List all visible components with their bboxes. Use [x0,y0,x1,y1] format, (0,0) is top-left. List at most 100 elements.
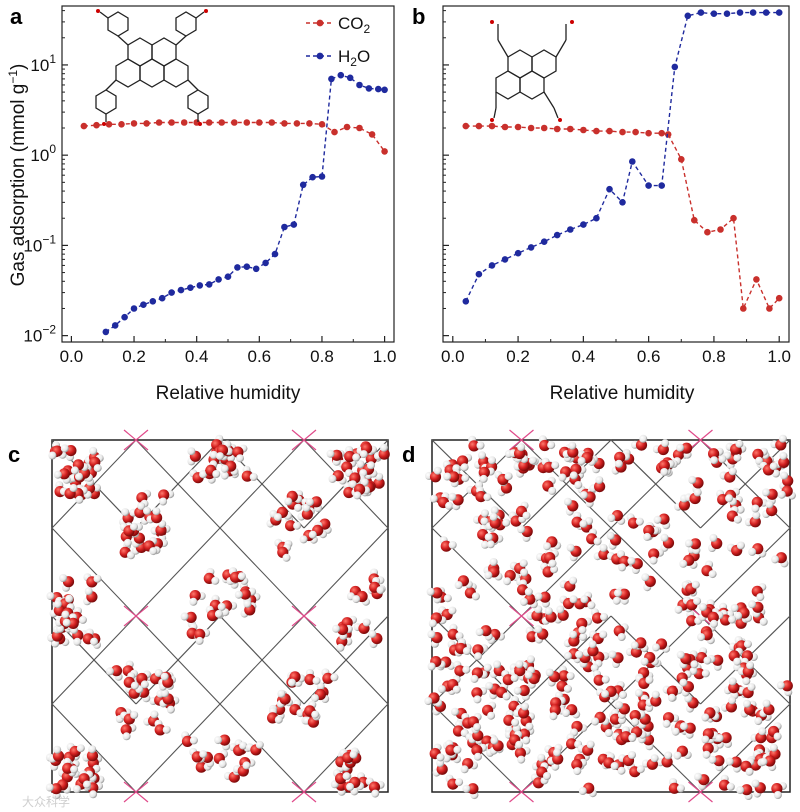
chart-a-point-h2o [328,75,335,83]
panel-c-metal-node [291,605,317,627]
chart-a-legend: CO2 H2O [306,14,371,69]
panel-c-water-molecule [136,489,152,508]
chart-b-point-h2o [488,262,496,269]
panel-c-water-molecule [45,783,62,800]
chart-a-point-h2o [281,223,288,231]
chart-a-point-co2 [356,124,363,132]
panel-c-water-molecule [353,483,371,500]
panel-d-water-molecule [426,587,443,604]
panel-d-water-molecule [607,509,626,525]
chart-b: 0.0 0.2 0.4 0.6 0.8 1.0 Relative humidity [441,5,791,404]
chart-b-xtick-label: 0.4 [572,347,596,366]
panel-d-water-molecule [534,625,549,644]
panel-d-water-molecule [563,630,580,648]
chart-b-point-h2o [723,10,731,17]
panel-d-water-molecule [457,453,473,472]
chart-b-point-co2 [553,125,561,133]
chart-b-xtick-label: 0.8 [702,347,726,366]
chart-b-point-co2 [775,294,783,302]
panel-d-water-molecule [715,732,732,748]
chart-b-xtick-label: 0.2 [506,347,530,366]
panel-d-water-molecule [534,591,551,608]
panel-d-metal-node [509,605,534,627]
chart-b-point-co2 [658,129,665,137]
panel-d-water-molecule [603,752,619,770]
panel-c-water-molecule [305,496,323,513]
panel-d-water-molecule [578,782,597,798]
legend-h2o-marker [316,52,324,60]
panel-c-water-molecule [62,757,79,774]
panel-c-water-molecule [189,747,208,763]
panel-d-water-molecule [575,650,591,668]
panel-d-water-molecule [737,683,756,699]
chart-a: 0.0 0.2 0.4 0.6 0.8 1.0 10−2 10−1 100 101 Relativ… [6,5,396,404]
panel-d-water-molecule [759,699,775,718]
panel-c-water-molecule [129,502,146,519]
panel-d-water-molecule [429,743,445,762]
chart-b-line-h2o [465,11,780,302]
chart-a-point-h2o [365,85,373,92]
panel-d-water-molecule [513,455,530,472]
panel-d-water-molecule [454,575,473,590]
panel-c-water-molecule [187,447,201,466]
panel-c-water-molecule [66,742,85,758]
chart-a-ytick-label: 10−2 [23,323,56,346]
panel-d-water-molecule [666,685,683,702]
panel-d-water-molecule [751,583,767,602]
panel-d-water-molecule [701,728,719,744]
panel-c-water-molecule [159,672,174,691]
panel-d-water-molecule [591,711,610,726]
panel-d-water-molecule [475,625,493,641]
panel-d-water-molecule [475,486,492,503]
panel-c-water-molecule [308,524,327,539]
panel-d-water-molecule [432,759,448,777]
panel-d-metal-node [688,429,713,451]
panel-c-water-molecule [352,590,370,606]
chart-b-point-co2 [593,127,600,135]
panel-c-water-molecule [368,780,385,798]
panel-d-water-molecule [726,541,745,557]
chart-b-xtick-label: 0.6 [637,347,661,366]
chart-a-point-h2o [243,263,251,271]
panel-c-water-molecule [62,617,79,634]
panel-d-water-molecule [701,560,717,579]
panel-d-water-molecule [445,774,464,790]
chart-a-line-h2o [105,74,385,333]
panel-d-water-molecule [443,471,460,488]
panel-d-water-molecule [601,685,619,701]
panel-d-water-molecule [606,531,622,550]
chart-b-point-h2o [540,238,548,245]
panel-d-water-molecule [614,451,631,468]
panel-d-metal-node [688,781,713,803]
legend-co2-marker [316,19,324,27]
panel-c-water-molecule [332,623,349,640]
panel-d-water-molecule [445,739,462,756]
panel-d-water-molecule [513,684,530,701]
panel-d-water-molecule [424,692,443,707]
panel-c-simulation [45,429,390,803]
panel-c-water-molecule [346,776,365,791]
chart-a-point-co2 [168,119,175,126]
panel-d-water-molecule [437,492,454,510]
panel-c-water-molecule [232,444,248,463]
panel-d-water-molecule [566,733,583,750]
panel-d-water-molecule [696,647,712,665]
panel-d-water-molecule [708,447,724,465]
panel-d-water-molecule [721,696,738,713]
chart-a-point-h2o [168,289,175,296]
panel-c-water-molecule [369,577,385,595]
panel-d-water-molecule [719,609,737,626]
panel-d-water-molecule [779,471,794,490]
panel-c-water-molecule [205,460,221,478]
panel-c-water-molecule [284,490,303,506]
panel-c-water-molecule [336,635,353,652]
chart-a-ytick-label: 100 [30,142,56,165]
panel-d-water-molecule [518,727,535,745]
chart-a-point-h2o [381,86,388,94]
panel-d-water-molecule [771,552,789,568]
panel-d-water-molecule [515,501,531,520]
panel-c-water-molecule [78,770,94,789]
panel-c-water-molecule [213,750,228,769]
panel-d-water-molecule [660,533,675,552]
panel-d-water-molecule [707,611,724,628]
